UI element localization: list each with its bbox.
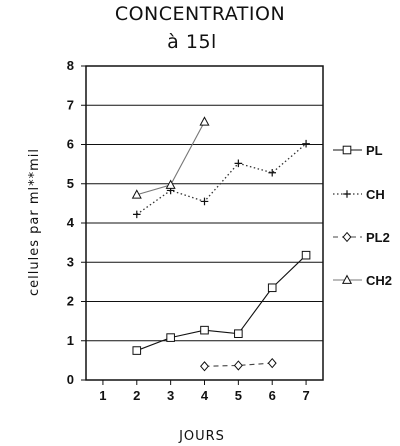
y-tick-label-8: 8 bbox=[67, 58, 74, 73]
x-axis-title: JOURS bbox=[178, 429, 225, 444]
chart-subtitle: à 15l bbox=[167, 31, 217, 53]
y-axis-title: cellules par ml**mil bbox=[27, 148, 42, 296]
legend-marker-pl2 bbox=[342, 231, 352, 243]
point-pl2-x5 bbox=[233, 360, 243, 371]
x-tick-label-4: 4 bbox=[201, 388, 209, 403]
series-line-ch bbox=[136, 143, 307, 215]
y-tick-label-6: 6 bbox=[67, 137, 74, 152]
point-ch2-x4 bbox=[199, 116, 210, 126]
legend-marker-ch2 bbox=[341, 274, 353, 284]
point-ch-x6 bbox=[268, 168, 277, 177]
y-tick-label-4: 4 bbox=[67, 215, 75, 230]
y-axis-ticks: 0 1 2 3 4 5 6 7 8 bbox=[67, 58, 86, 387]
legend-marker-ch bbox=[343, 190, 351, 198]
x-axis-ticks: 1 2 3 4 5 6 7 bbox=[99, 380, 310, 403]
point-pl-x4 bbox=[200, 325, 209, 335]
point-pl-x7 bbox=[301, 250, 311, 260]
point-ch-x2 bbox=[132, 210, 141, 219]
legend-marker-pl bbox=[342, 145, 352, 155]
legend-label-ch2: CH2 bbox=[366, 273, 392, 288]
point-ch-x4 bbox=[200, 197, 209, 206]
point-ch-x7 bbox=[302, 139, 310, 148]
gridlines bbox=[86, 104, 323, 342]
y-tick-label-3: 3 bbox=[67, 254, 74, 269]
x-tick-label-3: 3 bbox=[167, 388, 174, 403]
point-pl-x6 bbox=[267, 283, 277, 293]
y-tick-label-5: 5 bbox=[67, 176, 74, 191]
chart-title: CONCENTRATION bbox=[115, 3, 285, 25]
point-pl2-x6 bbox=[267, 357, 277, 369]
legend-label-pl: PL bbox=[366, 143, 383, 158]
x-tick-label-7: 7 bbox=[302, 388, 309, 403]
legend-label-pl2: PL2 bbox=[366, 230, 390, 245]
point-pl-x3 bbox=[166, 333, 175, 342]
series-layer bbox=[131, 116, 311, 372]
x-tick-label-5: 5 bbox=[235, 388, 242, 403]
y-tick-label-0: 0 bbox=[67, 372, 74, 387]
y-tick-label-1: 1 bbox=[67, 333, 74, 348]
point-ch-x5 bbox=[234, 159, 243, 168]
x-tick-label-2: 2 bbox=[133, 388, 140, 403]
point-ch2-x2 bbox=[131, 189, 142, 199]
point-pl-x2 bbox=[132, 346, 142, 355]
y-tick-label-2: 2 bbox=[67, 294, 74, 309]
legend: PL CH PL2 CH2 bbox=[333, 143, 392, 288]
point-ch2-x3 bbox=[165, 179, 176, 189]
y-tick-label-7: 7 bbox=[67, 97, 74, 112]
legend-label-ch: CH bbox=[366, 187, 385, 202]
series-line-pl2 bbox=[204, 362, 273, 367]
series-line-pl bbox=[136, 254, 307, 352]
x-tick-label-6: 6 bbox=[269, 388, 276, 403]
point-pl-x5 bbox=[234, 329, 243, 338]
x-tick-label-1: 1 bbox=[99, 388, 106, 403]
point-pl2-x4 bbox=[200, 361, 209, 372]
